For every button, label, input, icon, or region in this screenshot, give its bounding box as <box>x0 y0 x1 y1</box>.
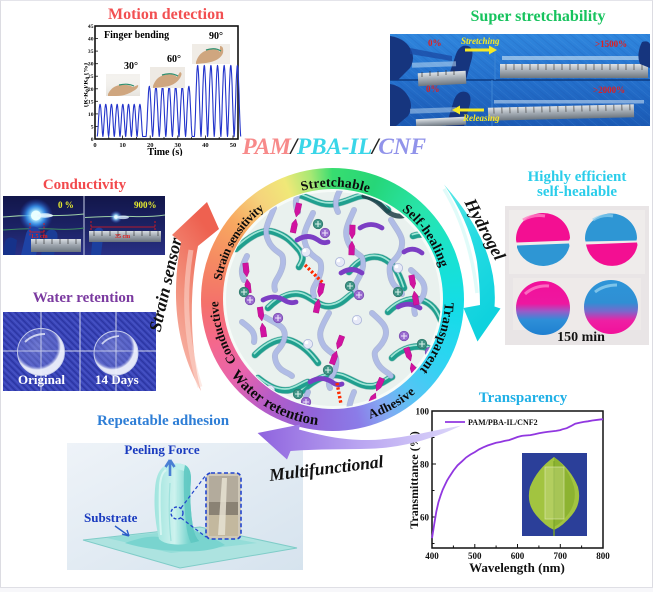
svg-text:Self-healing: Self-healing <box>400 201 452 269</box>
svg-text:700: 700 <box>554 551 568 561</box>
svg-text:Stretching: Stretching <box>461 36 500 46</box>
svg-text:0%: 0% <box>428 38 442 48</box>
svg-text:35: 35 <box>88 49 94 55</box>
svg-text:150 min: 150 min <box>557 330 605 345</box>
svg-text:900%: 900% <box>134 200 157 210</box>
svg-text:0%: 0% <box>426 84 440 94</box>
svg-text:600: 600 <box>511 551 525 561</box>
svg-text:30: 30 <box>88 62 94 68</box>
svg-text:15: 15 <box>88 99 94 105</box>
svg-text:40: 40 <box>88 37 94 43</box>
svg-text:Peeling Force: Peeling Force <box>124 443 199 457</box>
svg-text:Stretchable: Stretchable <box>299 175 372 196</box>
svg-text:60°: 60° <box>167 54 181 65</box>
svg-text:50: 50 <box>230 142 237 149</box>
svg-text:35 cm: 35 cm <box>115 234 130 240</box>
svg-text:10: 10 <box>88 112 94 118</box>
svg-text:400: 400 <box>425 551 439 561</box>
svg-text:Conductive: Conductive <box>206 301 239 367</box>
svg-text:60: 60 <box>420 513 430 523</box>
svg-text:40: 40 <box>202 142 209 149</box>
svg-text:Substrate: Substrate <box>84 510 138 525</box>
svg-text:30°: 30° <box>124 61 138 72</box>
svg-text:20: 20 <box>147 142 154 149</box>
svg-text:20: 20 <box>88 87 94 93</box>
svg-text:Wavelength (nm): Wavelength (nm) <box>469 560 565 575</box>
svg-text:100: 100 <box>416 407 430 417</box>
svg-text:10: 10 <box>119 142 126 149</box>
svg-text:Strain sensitivity: Strain sensitivity <box>211 200 267 281</box>
svg-text:1.5 cm: 1.5 cm <box>31 234 48 240</box>
svg-text:25: 25 <box>88 74 94 80</box>
svg-text:>2000%: >2000% <box>593 85 625 95</box>
svg-text:80: 80 <box>420 460 430 470</box>
svg-text:Original: Original <box>18 372 65 387</box>
svg-text:>1500%: >1500% <box>595 39 627 49</box>
svg-text:500: 500 <box>468 551 482 561</box>
svg-text:90°: 90° <box>209 31 223 42</box>
svg-text:14 Days: 14 Days <box>95 372 139 387</box>
svg-text:PAM/PBA-IL/CNF2: PAM/PBA-IL/CNF2 <box>468 418 538 427</box>
svg-text:5: 5 <box>91 124 94 130</box>
svg-text:Transmittance (%): Transmittance (%) <box>408 431 421 528</box>
svg-text:0: 0 <box>91 137 94 143</box>
svg-text:45: 45 <box>88 24 94 30</box>
svg-text:800: 800 <box>596 551 610 561</box>
svg-text:(R-R0)/R0 (%): (R-R0)/R0 (%) <box>84 62 91 107</box>
svg-text:Releasing: Releasing <box>462 113 500 123</box>
svg-text:0 %: 0 % <box>58 200 74 210</box>
svg-text:30: 30 <box>175 142 182 149</box>
svg-text:0: 0 <box>93 142 96 149</box>
svg-text:Time (s): Time (s) <box>147 147 182 156</box>
svg-text:Finger bending: Finger bending <box>104 30 169 41</box>
